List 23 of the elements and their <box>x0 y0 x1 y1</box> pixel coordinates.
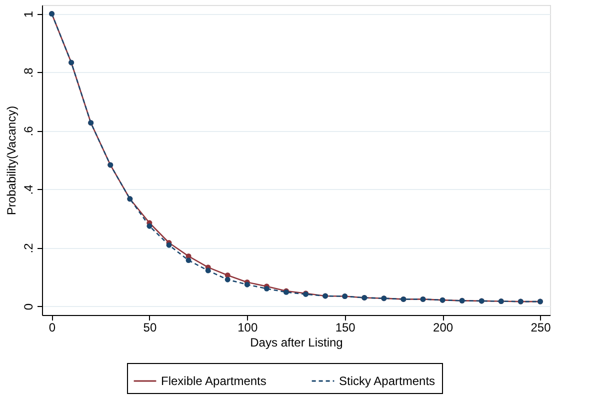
x-tick-label: 150 <box>335 320 356 334</box>
point <box>205 268 211 274</box>
y-tick-label: .8 <box>22 67 36 78</box>
legend-label: Sticky Apartments <box>339 374 436 388</box>
point <box>146 223 152 229</box>
x-tick-label: 100 <box>238 320 258 334</box>
x-axis-title: Days after Listing <box>250 336 343 350</box>
y-axis-title: Probability(Vacancy) <box>4 106 18 216</box>
x-tick-label: 200 <box>433 320 454 334</box>
point <box>166 242 172 248</box>
x-tick-label: 250 <box>530 320 552 334</box>
legend-label: Flexible Apartments <box>161 374 266 388</box>
point <box>244 282 250 288</box>
point <box>186 258 192 264</box>
y-tick-label: .2 <box>22 242 36 254</box>
x-tick-label: 0 <box>48 320 56 334</box>
y-tick-label: 1 <box>22 10 36 18</box>
y-tick-label: 0 <box>22 303 36 310</box>
point <box>224 276 230 282</box>
y-tick-label: .6 <box>22 126 36 136</box>
y-tick-label: .4 <box>22 184 36 195</box>
point <box>224 272 230 278</box>
x-tick-label: 50 <box>143 320 157 334</box>
